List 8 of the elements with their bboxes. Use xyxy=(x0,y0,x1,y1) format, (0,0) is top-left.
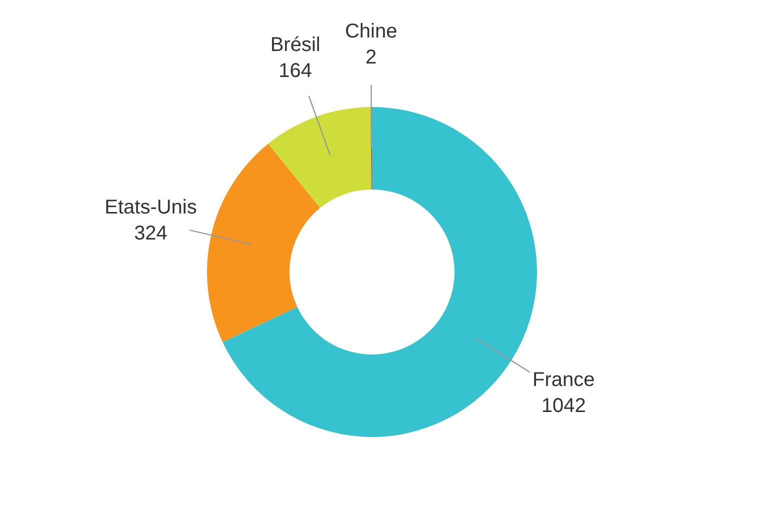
slice-label: Chine xyxy=(344,20,398,43)
slice-label: Brésil xyxy=(270,34,320,56)
data-label: 324 xyxy=(134,222,168,245)
data-label: 1042 xyxy=(541,395,586,418)
slice-label: Etats-Unis xyxy=(104,196,197,219)
data-label: 2 xyxy=(366,46,377,69)
slice-label: France xyxy=(532,369,595,392)
data-label: 164 xyxy=(278,60,312,82)
